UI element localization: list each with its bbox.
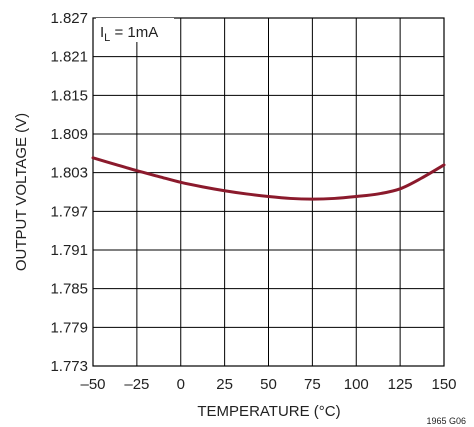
series-line xyxy=(91,156,446,201)
figure-code: 1965 G06 xyxy=(426,416,466,426)
x-tick-label: 0 xyxy=(177,376,185,393)
y-tick-label: 1.791 xyxy=(50,242,88,259)
y-tick-label: 1.815 xyxy=(50,87,88,104)
x-tick-label: 125 xyxy=(388,376,413,393)
y-axis-label: OUTPUT VOLTAGE (V) xyxy=(13,113,30,271)
y-tick-label: 1.827 xyxy=(50,10,88,27)
x-tick-label: 150 xyxy=(431,376,456,393)
x-tick-label: 75 xyxy=(304,376,321,393)
annotation-background xyxy=(96,18,174,42)
y-tick-label: 1.785 xyxy=(50,281,88,298)
y-tick-label: 1.797 xyxy=(50,203,88,220)
y-tick-label: 1.809 xyxy=(50,126,88,143)
x-axis-label: TEMPERATURE (°C) xyxy=(197,403,340,420)
x-tick-label: 50 xyxy=(260,376,277,393)
y-tick-label: 1.821 xyxy=(50,49,88,66)
x-tick-label: 25 xyxy=(216,376,233,393)
x-tick-label: 100 xyxy=(344,376,369,393)
y-tick-label: 1.803 xyxy=(50,165,88,182)
annotation-load-current: IL = 1mA xyxy=(100,24,158,44)
x-tick-label: –50 xyxy=(80,376,105,393)
x-tick-label: –25 xyxy=(124,376,149,393)
x-axis-ticks: –50 –25 0 25 50 75 100 125 150 xyxy=(80,376,456,393)
grid xyxy=(92,17,445,367)
y-axis-ticks: 1.773 1.779 1.785 1.791 1.797 1.803 1.809 1.815… xyxy=(50,10,88,375)
y-tick-label: 1.773 xyxy=(50,358,88,375)
y-tick-label: 1.779 xyxy=(50,319,88,336)
plot-frame xyxy=(92,17,445,367)
